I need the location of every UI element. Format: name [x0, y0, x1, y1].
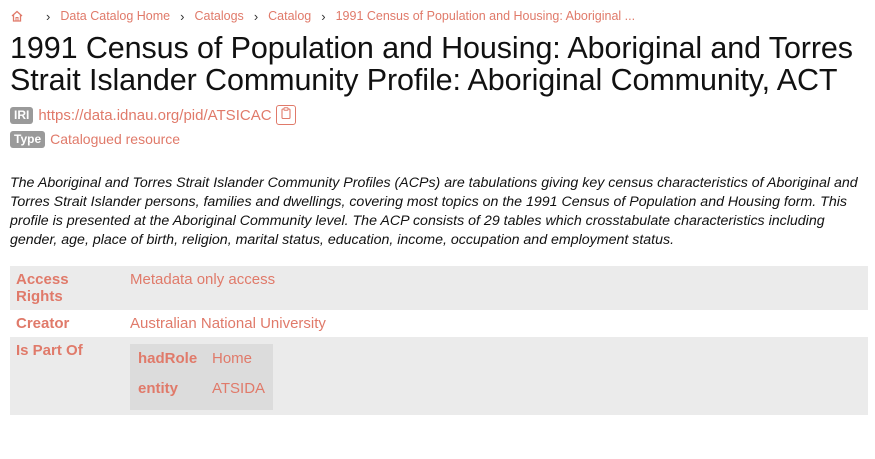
- nested-row-entity: entity ATSIDA: [138, 380, 265, 410]
- home-icon[interactable]: [10, 9, 24, 23]
- breadcrumb-catalog[interactable]: Catalog: [268, 9, 312, 23]
- type-value: Catalogued resource: [50, 131, 181, 147]
- copy-iri-button[interactable]: [275, 105, 296, 125]
- breadcrumb-data-catalog-home[interactable]: Data Catalog Home: [60, 9, 171, 23]
- properties-table: Access Rights Metadata only access Creat…: [10, 266, 868, 415]
- breadcrumb-catalogs[interactable]: Catalogs: [194, 9, 244, 23]
- property-value: hadRole Home entity ATSIDA: [124, 337, 868, 415]
- nested-properties: hadRole Home entity ATSIDA: [130, 344, 274, 410]
- iri-badge: IRI: [10, 106, 34, 124]
- type-row: Type Catalogued resource: [10, 128, 865, 150]
- property-row-is-part-of: Is Part Of hadRole Home entity ATSIDA: [10, 337, 868, 415]
- chevron-right-icon: ›: [180, 8, 185, 24]
- chevron-right-icon: ›: [321, 8, 326, 24]
- nested-key: entity: [138, 380, 179, 397]
- property-key: Access Rights: [10, 266, 124, 310]
- type-badge: Type: [10, 130, 46, 148]
- property-key: Is Part Of: [10, 337, 124, 415]
- property-value: Australian National University: [124, 310, 868, 337]
- breadcrumb: › Data Catalog Home › Catalogs › Catalog…: [10, 0, 865, 32]
- property-row-access-rights: Access Rights Metadata only access: [10, 266, 868, 310]
- creator-link[interactable]: Australian National University: [130, 315, 326, 332]
- nested-key: hadRole: [138, 350, 198, 367]
- nested-value[interactable]: ATSIDA: [212, 380, 266, 397]
- nested-value[interactable]: Home: [212, 350, 253, 367]
- page-title: 1991 Census of Population and Housing: A…: [10, 31, 853, 97]
- description: The Aboriginal and Torres Strait Islande…: [10, 175, 858, 248]
- chevron-right-icon: ›: [253, 8, 259, 24]
- chevron-right-icon: ›: [46, 8, 51, 24]
- breadcrumb-current[interactable]: 1991 Census of Population and Housing: A…: [335, 9, 636, 23]
- property-row-creator: Creator Australian National University: [10, 310, 868, 337]
- property-value: Metadata only access: [124, 266, 868, 310]
- clipboard-icon: [280, 106, 291, 124]
- nested-row-had-role: hadRole Home: [138, 350, 265, 380]
- iri-row: IRI https://data.idnau.org/pid/ATSICAC: [10, 104, 865, 126]
- property-key: Creator: [16, 315, 70, 332]
- iri-link[interactable]: https://data.idnau.org/pid/ATSICAC: [38, 106, 272, 124]
